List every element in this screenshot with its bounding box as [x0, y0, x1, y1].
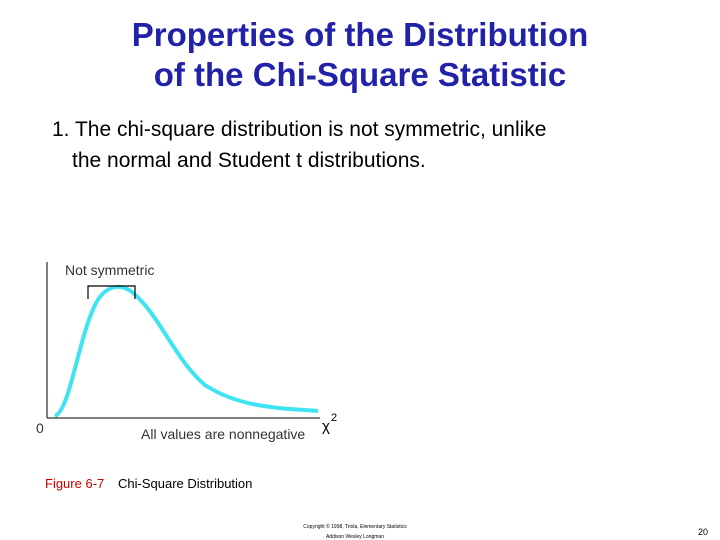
copyright-line: Copyright © 1998, Triola, Elementary Sta… [303, 523, 407, 530]
copyright-line: Addison Wesley Longman [326, 534, 384, 540]
figure: Not symmetric 0 All values are nonnegati… [36, 262, 337, 442]
annotation: Not symmetric [65, 262, 154, 278]
axis-symbol: χ [322, 418, 330, 435]
axis-note: All values are nonnegative [141, 426, 305, 442]
caption-text: Chi-Square Distribution [118, 476, 252, 491]
point-line: 1. The chi-square distribution is not sy… [52, 118, 546, 141]
axis-symbol-superscript: 2 [331, 412, 337, 424]
title-line: of the Chi-Square Statistic [154, 56, 567, 93]
page-number: 20 [698, 527, 708, 537]
bracket [87, 285, 136, 299]
origin-label: 0 [36, 420, 44, 436]
title-line: Properties of the Distribution [132, 16, 589, 53]
point-line: the normal and Student t distributions. [72, 149, 426, 172]
caption-number: Figure 6-7 [45, 476, 104, 491]
